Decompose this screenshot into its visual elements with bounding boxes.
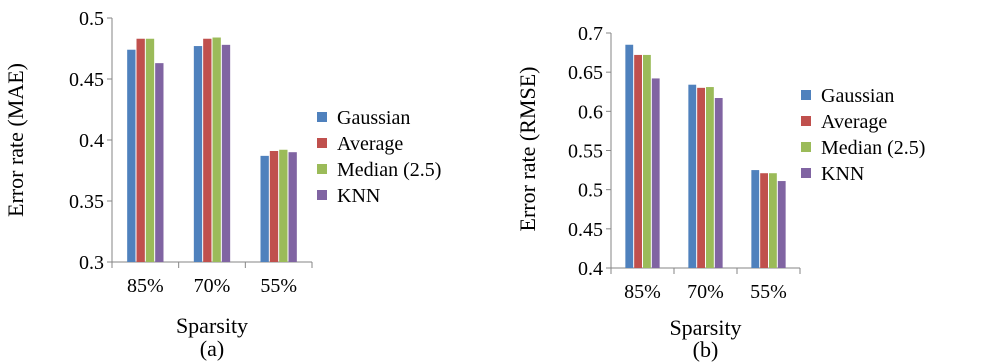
bar-knn xyxy=(221,44,231,263)
bar-gaussian xyxy=(260,155,269,262)
bar-median-2-5- xyxy=(706,87,714,268)
x-tick-label: 55% xyxy=(750,281,787,303)
legend-swatch xyxy=(801,168,811,178)
legend-label: Gaussian xyxy=(821,85,894,107)
bar-average xyxy=(269,150,279,262)
legend-swatch xyxy=(801,116,811,126)
bar-gaussian xyxy=(625,44,634,268)
legend-label: Average xyxy=(821,111,887,133)
bar-median-2-5- xyxy=(769,173,777,268)
bar-knn xyxy=(288,152,297,262)
x-tick-label: 85% xyxy=(127,275,164,297)
x-tick-label: 70% xyxy=(194,275,231,297)
y-tick-label: 0.6 xyxy=(578,101,603,123)
legend-label: KNN xyxy=(337,185,380,207)
legend-label: Average xyxy=(337,133,403,155)
bar-average xyxy=(136,38,145,262)
y-axis-title: Error rate (RMSE) xyxy=(515,67,540,232)
bar-knn xyxy=(714,98,723,269)
bar-knn xyxy=(155,63,164,262)
legend-swatch xyxy=(317,112,327,122)
x-axis-title: Sparsity xyxy=(669,315,741,340)
bar-average xyxy=(634,54,642,268)
legend-swatch xyxy=(801,90,811,100)
y-tick-label: 0.3 xyxy=(79,252,104,274)
y-tick-label: 0.5 xyxy=(79,8,104,30)
bar-median-2-5- xyxy=(145,38,155,262)
chart-panel-b: 0.4 0.45 0.5 0.55 0.6 0.65 0.7 85% 70% 55% Sparsit… xyxy=(515,23,925,362)
y-tick-label: 0.4 xyxy=(578,258,603,280)
y-tick-label: 0.35 xyxy=(69,191,104,213)
x-axis-title: Sparsity xyxy=(176,313,248,338)
legend-swatch xyxy=(317,138,327,148)
legend-label: KNN xyxy=(821,163,864,185)
legend-swatch xyxy=(317,190,327,200)
legend-label: Median (2.5) xyxy=(821,137,925,159)
x-tick-label: 70% xyxy=(687,281,724,303)
y-tick-label: 0.45 xyxy=(69,69,104,91)
y-tick-label: 0.65 xyxy=(568,62,603,84)
bar-median-2-5- xyxy=(279,149,288,262)
y-tick-label: 0.5 xyxy=(578,180,603,202)
bar-average xyxy=(203,38,212,262)
bar-gaussian xyxy=(751,170,760,268)
bar-median-2-5- xyxy=(643,54,651,268)
y-tick-label: 0.4 xyxy=(79,130,104,152)
bar-knn xyxy=(651,78,660,268)
y-axis-title: Error rate (MAE) xyxy=(3,63,28,217)
bar-gaussian xyxy=(127,49,136,262)
x-tick-label: 55% xyxy=(260,275,297,297)
legend-swatch xyxy=(317,164,327,174)
bar-average xyxy=(697,87,705,268)
bar-median-2-5- xyxy=(212,37,221,262)
y-tick-label: 0.7 xyxy=(578,23,603,45)
bar-knn xyxy=(777,181,786,268)
panel-label: (a) xyxy=(200,336,224,361)
legend-label: Gaussian xyxy=(337,107,410,129)
bar-gaussian xyxy=(193,46,203,263)
bar-average xyxy=(760,173,768,268)
y-tick-label: 0.55 xyxy=(568,141,603,163)
legend-swatch xyxy=(801,142,811,152)
legend-label: Median (2.5) xyxy=(337,159,441,181)
bar-gaussian xyxy=(688,84,697,268)
x-tick-label: 85% xyxy=(624,281,661,303)
y-tick-label: 0.45 xyxy=(568,219,603,241)
chart-panel-a: 0.3 0.35 0.4 0.45 0.5 85% 70% 55% Sparsity Error … xyxy=(3,8,441,361)
panel-label: (b) xyxy=(693,337,719,362)
